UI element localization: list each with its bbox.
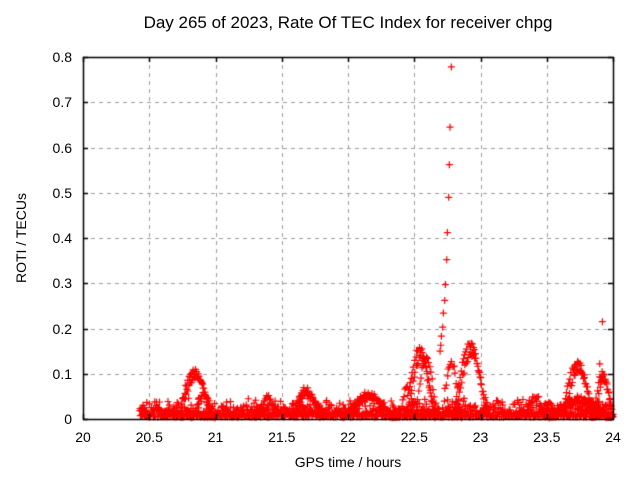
y-tick-label: 0 <box>64 411 72 427</box>
x-tick-label: 21 <box>207 429 224 445</box>
y-tick-label: 0.1 <box>52 365 72 382</box>
x-tick-label: 23 <box>472 429 489 445</box>
x-tick-label: 20.5 <box>135 429 163 445</box>
y-tick-label: 0.8 <box>52 49 72 65</box>
x-tick-label: 20 <box>75 429 91 445</box>
y-tick-label: 0.6 <box>52 139 72 156</box>
x-tick-label: 21.5 <box>268 429 296 445</box>
x-tick-label: 22 <box>340 429 356 445</box>
x-axis-label: GPS time / hours <box>294 454 402 470</box>
chart-title: Day 265 of 2023, Rate Of TEC Index for r… <box>143 13 553 32</box>
y-tick-label: 0.4 <box>52 230 72 246</box>
x-tick-label: 23.5 <box>533 429 561 445</box>
y-tick-label: 0.7 <box>52 94 72 111</box>
x-tick-label: 22.5 <box>400 429 428 445</box>
y-tick-label: 0.2 <box>52 320 72 337</box>
y-tick-label: 0.3 <box>52 275 72 292</box>
y-tick-label: 0.5 <box>52 184 72 201</box>
x-tick-label: 24 <box>605 429 621 445</box>
